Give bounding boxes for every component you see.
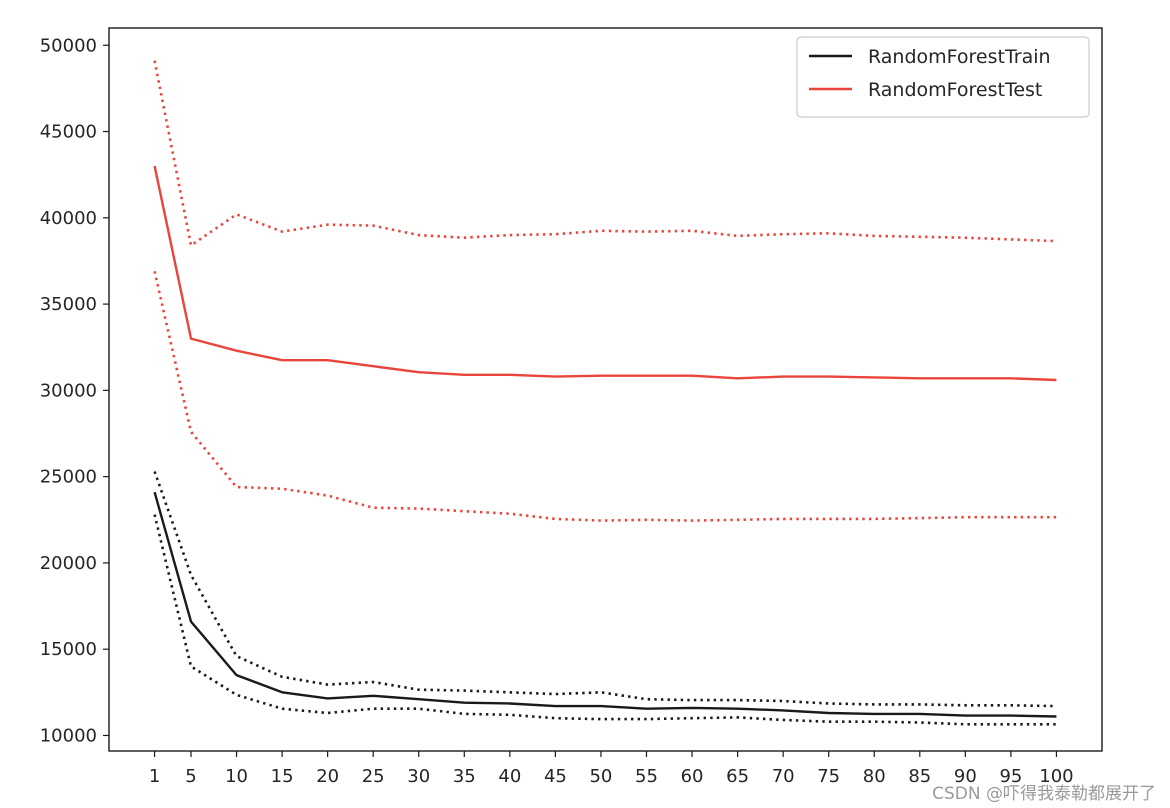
y-tick-label: 20000 (40, 553, 97, 574)
x-tick-label: 95 (999, 766, 1022, 787)
y-tick-label: 50000 (40, 35, 97, 56)
x-tick-label: 1 (149, 766, 160, 787)
legend: RandomForestTrain RandomForestTest (796, 36, 1090, 118)
y-tick-label: 45000 (40, 122, 97, 143)
x-tick-label: 80 (863, 766, 886, 787)
x-tick-label: 25 (362, 766, 385, 787)
series-line-band-1 (153, 471, 1057, 708)
x-axis: 1 5 10 15 20 25 30 35 40 45 50 55 60 65 70 75 80 85 90 95 10… (149, 751, 1074, 787)
plot-lines (153, 60, 1057, 726)
x-tick-label: 10 (225, 766, 248, 787)
y-axis: 10000 15000 20000 25000 30000 35000 40000 45000… (40, 35, 109, 746)
x-tick-label: 60 (681, 766, 704, 787)
x-tick-label: 50 (589, 766, 612, 787)
plot-frame (108, 27, 1103, 752)
x-tick-label: 40 (498, 766, 521, 787)
x-tick-label: 65 (726, 766, 749, 787)
watermark-text: CSDN @吓得我泰勒都展开了 (932, 784, 1156, 804)
y-tick-label: 10000 (40, 725, 97, 746)
y-tick-label: 30000 (40, 380, 97, 401)
series-line-band-5 (153, 271, 1057, 522)
legend-label: RandomForestTest (868, 79, 1042, 101)
y-tick-label: 35000 (40, 294, 97, 315)
x-tick-label: 45 (544, 766, 567, 787)
series-line-randomforesttest (153, 165, 1057, 382)
x-tick-label: 20 (316, 766, 339, 787)
x-tick-label: 90 (954, 766, 977, 787)
series-line-randomforesttrain (153, 491, 1057, 718)
x-tick-label: 15 (271, 766, 294, 787)
x-tick-label: 55 (635, 766, 658, 787)
x-tick-label: 75 (817, 766, 840, 787)
x-tick-label: 85 (908, 766, 931, 787)
series-line-band-2 (153, 514, 1057, 726)
y-tick-label: 25000 (40, 467, 97, 488)
y-tick-label: 15000 (40, 639, 97, 660)
x-tick-label: 100 (1039, 766, 1073, 787)
x-tick-label: 5 (185, 766, 196, 787)
y-tick-label: 40000 (40, 208, 97, 229)
legend-label: RandomForestTrain (868, 46, 1051, 68)
x-tick-label: 30 (407, 766, 430, 787)
x-tick-label: 35 (453, 766, 476, 787)
x-tick-label: 70 (772, 766, 795, 787)
legend-box (796, 36, 1090, 118)
